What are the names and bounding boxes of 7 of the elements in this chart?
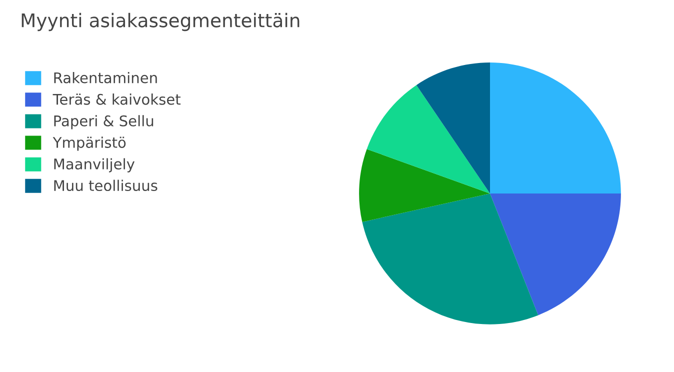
legend-label: Teräs & kaivokset bbox=[52, 94, 181, 105]
legend-label: Ympäristö bbox=[52, 136, 126, 151]
legend-label: Rakentaminen bbox=[54, 72, 157, 84]
legend-label: Muu teollisuus bbox=[54, 180, 158, 192]
legend-label: Paperi & Sellu bbox=[54, 115, 154, 130]
chart-title: Myynti asiakassegmenteittäin bbox=[22, 12, 300, 32]
legend-label: Maanviljely bbox=[54, 158, 135, 172]
